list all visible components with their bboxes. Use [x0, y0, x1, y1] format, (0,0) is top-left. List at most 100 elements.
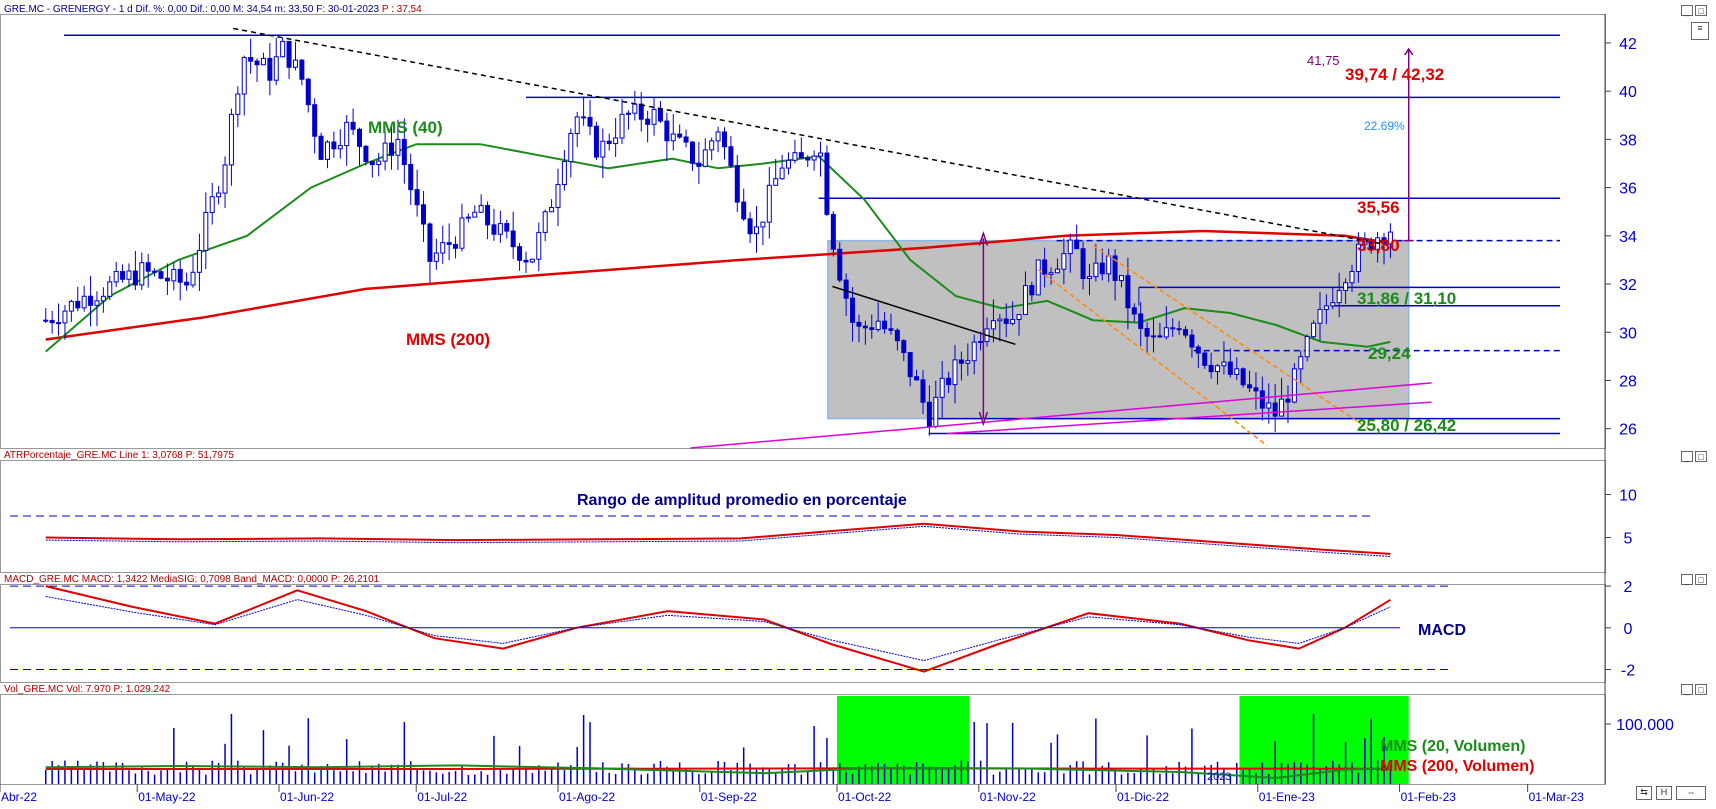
candle-body: [850, 297, 856, 323]
candle-body: [401, 138, 407, 165]
candle-body: [914, 376, 920, 381]
candle-body: [1048, 272, 1054, 275]
candle-body: [754, 226, 760, 235]
candle-body: [472, 211, 478, 218]
maximize-button[interactable]: □: [1695, 5, 1707, 16]
candle-body: [376, 160, 382, 166]
candle-body: [1330, 302, 1336, 307]
candle-body: [625, 112, 631, 115]
atr-signal-line: [45, 525, 1391, 557]
candle-body: [177, 268, 183, 283]
hand-tool-icon[interactable]: H: [1656, 786, 1672, 800]
vol-value: Vol: 7.970: [66, 684, 111, 695]
price-tick-label: 28: [1619, 373, 1637, 390]
candle-body: [94, 300, 100, 306]
scroll-icon[interactable]: ⇔: [1676, 786, 1706, 800]
candle-body: [709, 140, 715, 151]
macd-maximize-button[interactable]: □: [1695, 574, 1707, 585]
level-label-3556: 35,56: [1357, 198, 1400, 217]
channel-line-lower: [1037, 268, 1268, 447]
candle-body: [1240, 368, 1246, 386]
atr-header: ATRPorcentaje_GRE.MC Line 1: 3,0768 P: 5…: [4, 450, 234, 461]
candle-body: [216, 192, 222, 198]
price-tick-label: 42: [1619, 36, 1637, 53]
candle-body: [702, 149, 708, 167]
macd-minimize-button[interactable]: _: [1681, 574, 1693, 585]
candle-body: [1247, 384, 1253, 389]
candle-body: [139, 262, 145, 286]
candle-body: [1042, 259, 1048, 275]
candle-body: [990, 320, 996, 330]
candle-body: [1074, 239, 1080, 250]
time-tick-label: 01-Jul-22: [417, 790, 467, 804]
atr-tick-label: 5: [1624, 531, 1633, 548]
time-tick-label: 01-Oct-22: [838, 790, 892, 804]
candle-body: [267, 57, 273, 81]
period-label: 1 d: [118, 4, 133, 15]
candle-body: [792, 152, 798, 161]
time-tick-label: Abr-22: [1, 790, 37, 804]
candle-body: [312, 104, 318, 137]
min-label: m: 33,50: [274, 4, 314, 15]
mms40-label: MMS (40): [368, 118, 443, 137]
candle-body: [760, 221, 766, 228]
macd-band: Band_MACD: 0,0000: [233, 574, 329, 585]
candle-body: [1349, 271, 1355, 284]
vol-minimize-button[interactable]: _: [1681, 684, 1693, 695]
time-tick-label: 01-Jun-22: [280, 790, 334, 804]
candle-body: [1003, 318, 1009, 324]
candle-body: [773, 178, 779, 186]
candle-body: [68, 300, 74, 312]
price-tick-label: 30: [1619, 325, 1637, 342]
candle-body: [1362, 239, 1368, 245]
level-label-3380: 33,80: [1357, 236, 1400, 255]
candle-body: [657, 108, 663, 122]
candle-body: [491, 224, 497, 235]
candle-body: [536, 231, 542, 260]
atr-title: Rango de amplitud promedio en porcentaje: [577, 492, 907, 509]
candle-body: [453, 243, 459, 249]
candle-body: [1080, 248, 1086, 279]
candle-body: [433, 252, 439, 262]
time-tick-label: 01-Sep-22: [701, 790, 757, 804]
candle-body: [1317, 308, 1323, 324]
arrow-head-down: [978, 411, 989, 427]
price-tick-label: 40: [1619, 84, 1637, 101]
vol-name: Vol_GRE.MC: [4, 684, 64, 695]
vol-maximize-button[interactable]: □: [1695, 684, 1707, 695]
candle-body: [830, 213, 836, 250]
candle-body: [164, 277, 170, 282]
candle-body: [382, 142, 388, 162]
candle-body: [356, 128, 362, 147]
candle-body: [324, 141, 330, 160]
p-label: P : 37,54: [381, 4, 422, 15]
candle-body: [888, 328, 894, 331]
candle-body: [683, 136, 689, 143]
candle-body: [350, 121, 356, 130]
candle-body: [241, 57, 247, 95]
candle-body: [1279, 398, 1285, 417]
candle-body: [171, 268, 177, 282]
atr-maximize-button[interactable]: □: [1695, 451, 1707, 462]
candle-body: [510, 230, 516, 248]
macd-value: MACD: 1,3422: [81, 574, 148, 585]
scale-toggle-button[interactable]: ≡: [1691, 22, 1709, 40]
candle-body: [1323, 305, 1329, 310]
atr-minimize-button[interactable]: _: [1681, 451, 1693, 462]
candle-body: [1067, 239, 1073, 255]
candle-body: [504, 223, 510, 232]
candle-body: [523, 259, 529, 263]
candle-body: [1151, 335, 1157, 338]
time-tick-label: 01-Ago-22: [559, 790, 615, 804]
candle-body: [779, 167, 785, 180]
candle-body: [747, 218, 753, 235]
zoom-fit-icon[interactable]: ⇆: [1636, 786, 1652, 800]
candle-body: [978, 341, 984, 344]
candle-body: [689, 141, 695, 164]
candle-body: [414, 189, 420, 206]
level-label-2580: 25,80 / 26,42: [1357, 416, 1456, 435]
candle-body: [152, 270, 158, 273]
minimize-button[interactable]: _: [1681, 5, 1693, 16]
candle-body: [132, 270, 138, 286]
candle-body: [43, 319, 49, 322]
